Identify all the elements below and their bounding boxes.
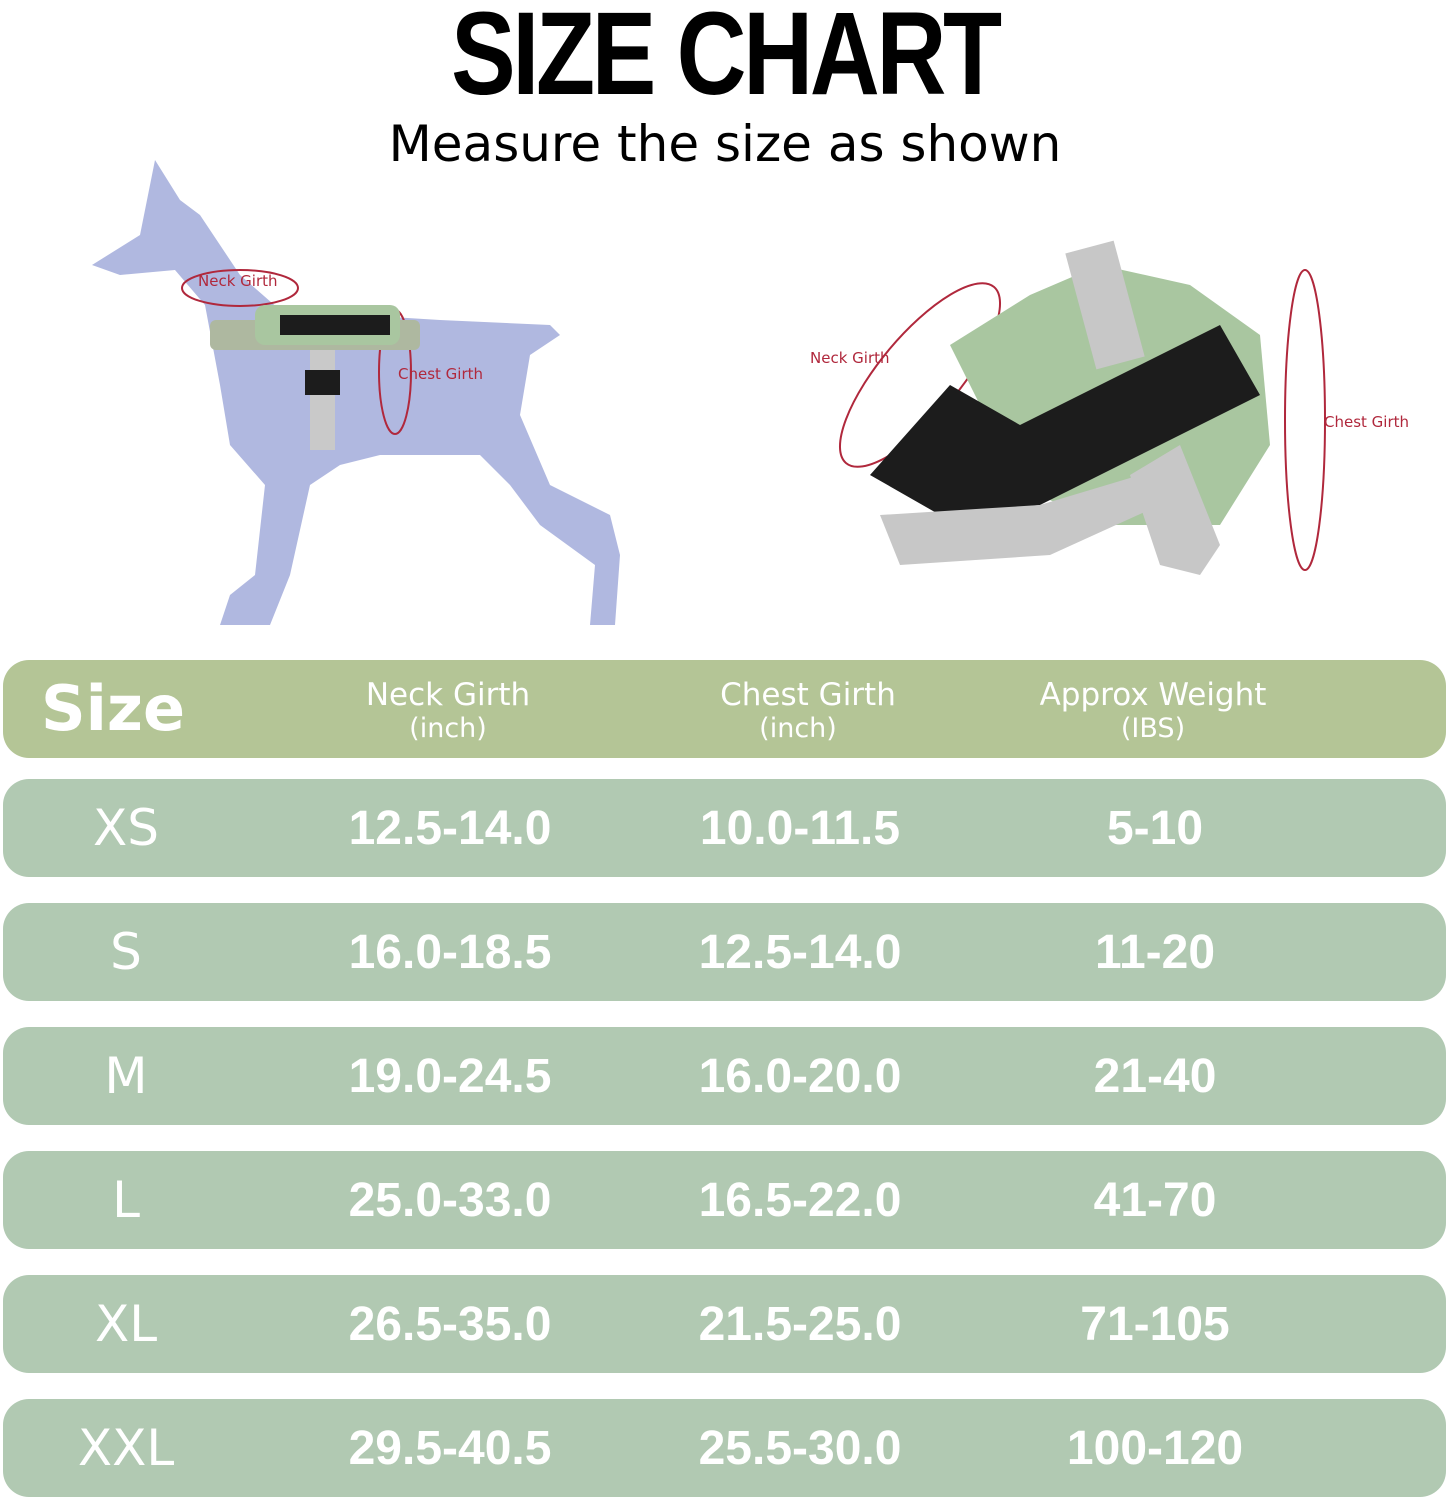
- header-size: Size: [41, 672, 186, 745]
- cell-size: XXL: [77, 1419, 175, 1477]
- table-row: L 25.0-33.0 16.5-22.0 41-70: [3, 1151, 1446, 1249]
- cell-weight: 41-70: [1093, 1173, 1217, 1227]
- dog-chest-girth-label: Chest Girth: [398, 365, 483, 383]
- cell-chest: 16.5-22.0: [698, 1173, 902, 1227]
- cell-size: L: [112, 1171, 140, 1229]
- cell-chest: 12.5-14.0: [698, 925, 902, 979]
- cell-neck: 19.0-24.5: [348, 1049, 552, 1103]
- cell-chest: 10.0-11.5: [699, 801, 901, 855]
- header-chest-label: Chest Girth: [720, 677, 896, 713]
- harness-illustration: Neck Girth Chest Girth: [810, 240, 1409, 575]
- dog-illustration: Neck Girth Chest Girth: [92, 160, 620, 625]
- table-row: XS 12.5-14.0 10.0-11.5 5-10: [3, 779, 1446, 877]
- table-row: XL 26.5-35.0 21.5-25.0 71-105: [3, 1275, 1446, 1373]
- header-chest-unit: (inch): [759, 713, 837, 744]
- page-subtitle: Measure the size as shown: [388, 115, 1062, 173]
- table-row: M 19.0-24.5 16.0-20.0 21-40: [3, 1027, 1446, 1125]
- cell-neck: 12.5-14.0: [348, 801, 552, 855]
- cell-neck: 16.0-18.5: [348, 925, 552, 979]
- header-neck-unit: (inch): [409, 713, 487, 744]
- cell-weight: 11-20: [1094, 925, 1216, 979]
- harness-chest-girth-label: Chest Girth: [1324, 413, 1409, 431]
- dog-silhouette: [92, 160, 620, 625]
- harness-neck-girth-label: Neck Girth: [810, 349, 890, 367]
- cell-weight: 5-10: [1106, 801, 1204, 855]
- cell-size: XS: [93, 799, 159, 857]
- header-neck-label: Neck Girth: [365, 677, 531, 713]
- cell-size: XL: [94, 1295, 158, 1353]
- page-title: SIZE CHART: [451, 0, 1002, 120]
- cell-chest: 25.5-30.0: [698, 1421, 902, 1475]
- cell-neck: 29.5-40.5: [348, 1421, 552, 1475]
- table-row: S 16.0-18.5 12.5-14.0 11-20: [3, 903, 1446, 1001]
- cell-neck: 25.0-33.0: [348, 1173, 552, 1227]
- cell-size: S: [110, 923, 142, 981]
- cell-chest: 16.0-20.0: [698, 1049, 902, 1103]
- dog-neck-girth-label: Neck Girth: [198, 272, 278, 290]
- cell-weight: 71-105: [1080, 1297, 1230, 1351]
- cell-size: M: [104, 1047, 148, 1105]
- cell-chest: 21.5-25.0: [698, 1297, 902, 1351]
- header-weight: Approx Weight (IBS): [1040, 678, 1267, 746]
- header-neck-girth: Neck Girth (inch): [366, 678, 530, 746]
- table-row: XXL 29.5-40.5 25.5-30.0 100-120: [3, 1399, 1446, 1497]
- header-chest-girth: Chest Girth (inch): [720, 678, 896, 746]
- header-weight-unit: (IBS): [1120, 713, 1186, 744]
- cell-neck: 26.5-35.0: [348, 1297, 552, 1351]
- cell-weight: 100-120: [1066, 1421, 1244, 1475]
- header-weight-label: Approx Weight: [1039, 677, 1267, 713]
- cell-weight: 21-40: [1093, 1049, 1217, 1103]
- table-header: Size Neck Girth (inch) Chest Girth (inch…: [3, 660, 1446, 758]
